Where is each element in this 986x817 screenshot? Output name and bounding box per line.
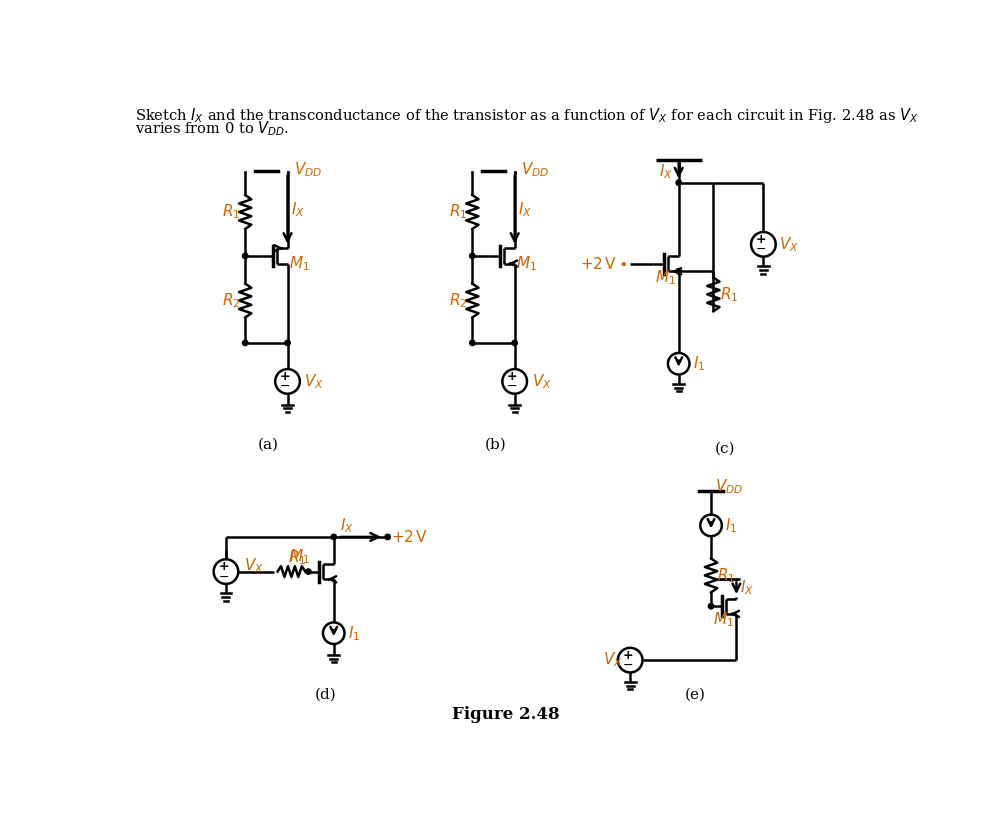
Text: $\mathit{V}_X$: $\mathit{V}_X$ [778,235,798,254]
Text: $\mathit{R}_1$: $\mathit{R}_1$ [449,203,467,221]
Text: $\mathit{V}_X$: $\mathit{V}_X$ [602,651,622,669]
Text: Sketch $\mathit{I}_X$ and the transconductance of the transistor as a function o: Sketch $\mathit{I}_X$ and the transcondu… [135,105,918,125]
Circle shape [675,180,680,185]
Text: $\mathit{R}_2$: $\mathit{R}_2$ [449,291,467,310]
Text: $\mathit{V}_{DD}$: $\mathit{V}_{DD}$ [294,160,321,179]
Circle shape [243,253,247,259]
Text: $\mathit{R}_1$: $\mathit{R}_1$ [287,548,306,567]
Text: $\mathit{M}_1$: $\mathit{M}_1$ [654,268,675,287]
Text: $+2\,\mathrm{V}$: $+2\,\mathrm{V}$ [391,529,428,545]
Text: −: − [622,659,632,672]
Text: +: + [755,233,765,246]
Text: $\mathit{R}_1$: $\mathit{R}_1$ [717,566,735,585]
Text: (a): (a) [257,438,278,452]
Circle shape [306,569,311,574]
Text: −: − [755,243,765,257]
Text: $\mathit{R}_1$: $\mathit{R}_1$ [222,203,241,221]
Text: $\mathit{R}_2$: $\mathit{R}_2$ [222,291,241,310]
Text: Figure 2.48: Figure 2.48 [452,706,559,722]
Text: −: − [218,570,229,583]
Circle shape [512,340,517,346]
Text: $\mathit{V}_{DD}$: $\mathit{V}_{DD}$ [714,478,742,496]
Text: $\mathit{I}_X$: $\mathit{I}_X$ [659,162,672,181]
Text: $\mathit{V}_{DD}$: $\mathit{V}_{DD}$ [521,160,548,179]
Text: $+2\,\mathrm{V}\bullet$: $+2\,\mathrm{V}\bullet$ [580,256,627,271]
Text: −: − [280,380,290,393]
Text: (d): (d) [315,688,336,702]
Text: $\mathit{I}_1$: $\mathit{I}_1$ [692,355,704,373]
Circle shape [285,340,290,346]
Text: $\mathit{I}_1$: $\mathit{I}_1$ [347,624,360,642]
Text: varies from 0 to $\mathit{V}_{DD}$.: varies from 0 to $\mathit{V}_{DD}$. [135,118,289,137]
Text: $\mathit{I}_X$: $\mathit{I}_X$ [290,200,305,219]
Circle shape [708,604,713,609]
Text: (e): (e) [684,688,705,702]
Text: +: + [218,560,229,574]
Text: $\mathit{R}_1$: $\mathit{R}_1$ [719,285,738,304]
Circle shape [243,340,247,346]
Text: $\mathit{V}_X$: $\mathit{V}_X$ [244,556,263,575]
Text: $\mathit{V}_X$: $\mathit{V}_X$ [304,372,324,391]
Circle shape [330,534,336,540]
Text: $\mathit{I}_X$: $\mathit{I}_X$ [739,578,752,597]
Text: (b): (b) [484,438,506,452]
Text: +: + [622,649,633,662]
Text: −: − [507,380,517,393]
Text: $\mathit{M}_1$: $\mathit{M}_1$ [516,254,536,273]
Text: $\mathit{I}_X$: $\mathit{I}_X$ [518,200,531,219]
Text: $\mathit{I}_1$: $\mathit{I}_1$ [724,516,737,535]
Circle shape [385,534,389,540]
Text: (c): (c) [714,441,735,455]
Circle shape [469,340,474,346]
Text: $\mathit{M}_1$: $\mathit{M}_1$ [289,254,310,273]
Circle shape [469,253,474,259]
Text: $\mathit{M}_1$: $\mathit{M}_1$ [289,547,310,565]
Text: $\mathit{I}_X$: $\mathit{I}_X$ [339,516,354,535]
Text: $\mathit{M}_1$: $\mathit{M}_1$ [712,611,733,629]
Circle shape [675,269,680,274]
Text: +: + [507,370,518,383]
Text: $\mathit{V}_X$: $\mathit{V}_X$ [531,372,551,391]
Text: +: + [280,370,290,383]
